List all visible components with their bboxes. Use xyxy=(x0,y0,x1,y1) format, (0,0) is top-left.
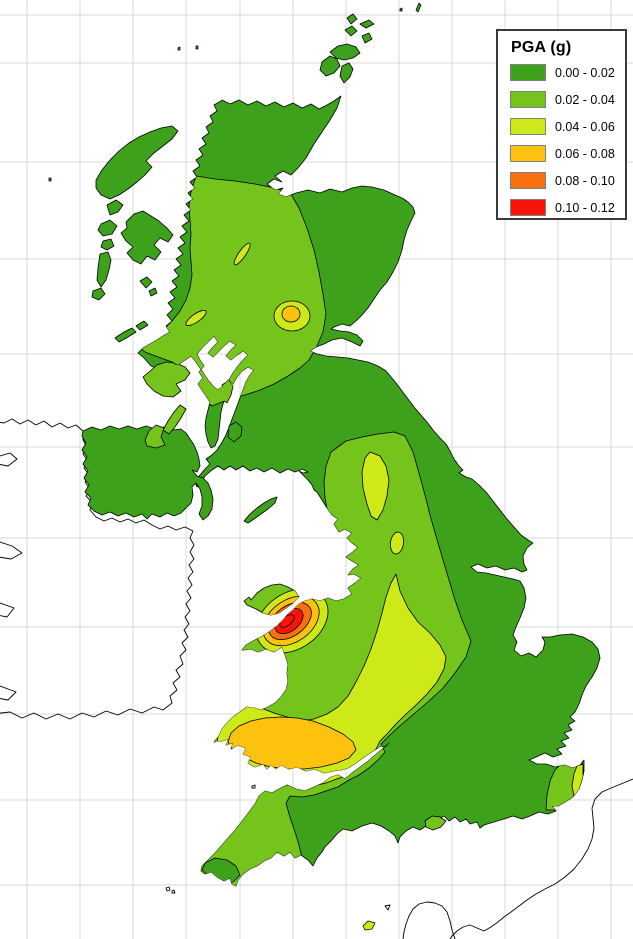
small-island-speck-c xyxy=(195,45,199,50)
st-kilda-speck xyxy=(48,177,52,182)
scotland-glen-sliver-pga-004-006 xyxy=(233,242,251,266)
legend-entry-label: 0.10 - 0.12 xyxy=(555,200,615,215)
islay-island xyxy=(144,424,166,449)
orkney-westray xyxy=(346,13,358,25)
jersey-island xyxy=(362,920,376,931)
guernsey-outline xyxy=(384,904,391,911)
map-legend: PGA (g) 0.00 - 0.02 0.02 - 0.04 0.04 - 0.0… xyxy=(496,29,627,220)
rum-island xyxy=(139,276,153,289)
neighbor-coastlines xyxy=(0,418,633,939)
ireland-outline xyxy=(0,418,195,720)
legend-entry-label: 0.02 - 0.04 xyxy=(555,92,615,107)
benbecula-island xyxy=(100,238,115,251)
jura-island xyxy=(162,404,187,435)
lundy-island-outline xyxy=(251,784,256,789)
legend-entry: 0.10 - 0.12 xyxy=(510,199,625,216)
fair-isle xyxy=(415,2,422,13)
pennines-oval-pga-004-006 xyxy=(389,531,405,555)
orkney-south-ronaldsay xyxy=(339,62,354,84)
legend-entries: 0.00 - 0.02 0.02 - 0.04 0.04 - 0.06 0.06 - … xyxy=(498,64,625,216)
orkney-stronsay xyxy=(361,32,373,44)
south-uist-island xyxy=(96,251,112,288)
orkney-sanday xyxy=(359,19,375,29)
morvern-sliver-pga-004-006 xyxy=(185,309,207,327)
legend-entry: 0.00 - 0.02 xyxy=(510,64,625,81)
legend-entry-label: 0.06 - 0.08 xyxy=(555,146,615,161)
legend-swatch xyxy=(510,118,546,135)
legend-entry-label: 0.04 - 0.06 xyxy=(555,119,615,134)
small-island-speck-a xyxy=(399,7,403,12)
france-coast-outline xyxy=(449,778,633,939)
outer-hebrides-lewis xyxy=(95,125,179,200)
comrie-core-pga-006-008 xyxy=(281,305,301,323)
skye-island xyxy=(120,210,174,265)
tiree-island xyxy=(135,320,149,331)
legend-swatch xyxy=(510,199,546,216)
legend-title: PGA (g) xyxy=(511,39,572,56)
isle-of-man xyxy=(243,496,278,524)
isle-of-wight xyxy=(424,815,447,831)
legend-swatch xyxy=(510,64,546,81)
barra-island xyxy=(91,287,106,301)
legend-entry: 0.06 - 0.08 xyxy=(510,145,625,162)
legend-swatch xyxy=(510,145,546,162)
legend-swatch xyxy=(510,172,546,189)
legend-entry: 0.08 - 0.10 xyxy=(510,172,625,189)
arran-island xyxy=(227,421,243,443)
legend-entry: 0.04 - 0.06 xyxy=(510,118,625,135)
outer-hebrides-harris xyxy=(106,199,124,216)
orkney-mainland xyxy=(329,43,361,61)
lake-district-pga-004-006 xyxy=(361,451,390,521)
cherbourg-peninsula-outline xyxy=(402,901,456,939)
northern-ireland xyxy=(81,425,214,521)
mull-island xyxy=(142,361,191,398)
orkney-hoy xyxy=(319,55,341,77)
legend-swatch xyxy=(510,91,546,108)
eigg-island xyxy=(148,287,158,297)
coll-island xyxy=(114,327,137,343)
legend-entry: 0.02 - 0.04 xyxy=(510,91,625,108)
north-uist-island xyxy=(97,219,118,237)
orkney-rousay xyxy=(344,25,358,37)
scotland-zone-pga-002-004 xyxy=(138,175,327,407)
small-island-speck-b xyxy=(177,46,181,51)
legend-entry-label: 0.08 - 0.10 xyxy=(555,173,615,188)
legend-entry-label: 0.00 - 0.02 xyxy=(555,65,615,80)
scilly-isles-outline xyxy=(165,886,176,894)
